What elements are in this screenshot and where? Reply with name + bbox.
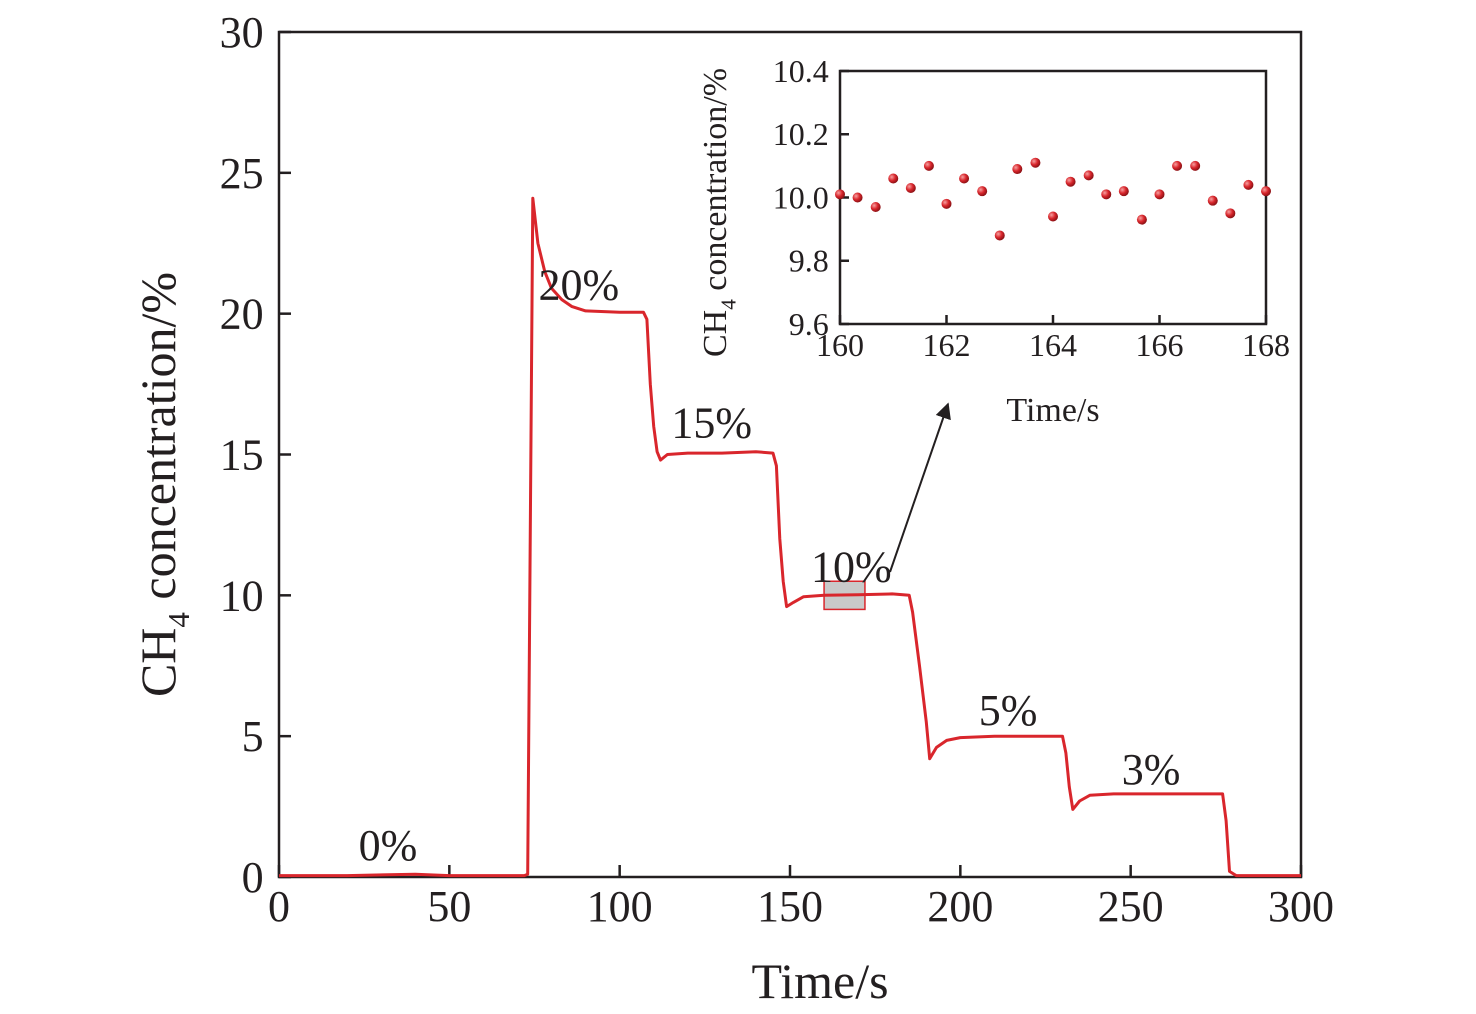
inset-point [1225, 208, 1236, 219]
main-ytick-label: 10 [220, 571, 264, 620]
concentration-label: 10% [811, 542, 892, 591]
inset-point [959, 173, 970, 184]
concentration-label: 0% [359, 821, 418, 870]
inset-ytick-label: 10.2 [773, 116, 829, 152]
inset-point [1083, 170, 1094, 181]
inset-point [994, 230, 1005, 241]
inset-xtick-label: 166 [1136, 327, 1184, 363]
main-series-line [279, 196, 1301, 878]
inset-point [1048, 211, 1058, 222]
inset-ylabel-sub: 4 [717, 299, 741, 310]
inset-point [941, 198, 952, 209]
inset-point [1154, 189, 1165, 200]
main-xtick-label: 150 [757, 882, 823, 931]
inset-point [1190, 160, 1201, 171]
inset-ylabel-rest: concentration/% [697, 68, 734, 299]
inset-point [852, 192, 863, 203]
inset-point [835, 189, 845, 200]
main-ytick-label: 15 [220, 430, 264, 479]
main-xtick-label: 100 [587, 882, 653, 931]
inset-ytick-label: 10.4 [773, 53, 829, 89]
concentration-label: 20% [538, 261, 619, 310]
inset-xlabel: Time/s [1006, 392, 1099, 429]
inset-point [1101, 189, 1112, 200]
main-xlabel: Time/s [751, 953, 888, 1009]
inset-point [1243, 179, 1254, 190]
inset-xtick-label: 160 [816, 327, 864, 363]
inset-point [1030, 157, 1041, 168]
inset-point [1065, 176, 1076, 187]
inset-point [905, 183, 916, 194]
zoom-arrow [889, 402, 951, 573]
main-plot: 0 50 100 150 200 250 300 0 5 10 15 20 25 30 0% 20% 15% 10… [130, 8, 1334, 1009]
inset-xtick-label: 164 [1029, 327, 1077, 363]
concentration-label: 3% [1122, 745, 1181, 794]
main-ytick-label: 0 [242, 853, 264, 902]
main-xtick-label: 300 [1268, 882, 1334, 931]
main-ylabel-rest: concentration/% [130, 272, 186, 612]
inset-xtick-label: 168 [1242, 327, 1290, 363]
inset-point [1172, 160, 1183, 171]
inset-point [888, 173, 899, 184]
main-ytick-label: 5 [242, 712, 264, 761]
inset-point [923, 160, 934, 171]
main-ylabel-main: CH [130, 628, 186, 697]
inset-ylabel-main: CH [697, 310, 734, 357]
main-xtick-label: 200 [927, 882, 993, 931]
inset-ytick-label: 10.0 [773, 179, 829, 215]
main-ylabel-sub: 4 [161, 612, 196, 628]
inset-ytick-label: 9.6 [789, 306, 829, 342]
main-ytick-label: 25 [220, 149, 264, 198]
concentration-label: 15% [671, 399, 752, 448]
inset-plot: 160 162 164 166 168 9.6 9.8 10.0 10.2 10.4 Time/s C… [697, 53, 1290, 429]
inset-xtick-label: 162 [923, 327, 971, 363]
inset-point [870, 201, 881, 212]
main-xtick-label: 50 [427, 882, 471, 931]
main-ytick-label: 30 [220, 8, 264, 57]
inset-point [1136, 214, 1147, 225]
inset-point [1207, 195, 1218, 206]
main-xtick-label: 250 [1098, 882, 1164, 931]
main-ytick-label: 20 [220, 290, 264, 339]
inset-point [1012, 164, 1023, 175]
inset-point [977, 186, 988, 197]
inset-ytick-label: 9.8 [789, 243, 829, 279]
concentration-label: 5% [979, 686, 1038, 735]
inset-ylabel: CH4 concentration/% [697, 68, 741, 357]
main-xtick-label: 0 [268, 882, 290, 931]
main-ylabel: CH4 concentration/% [130, 272, 196, 697]
inset-point [1261, 186, 1271, 197]
inset-background [840, 71, 1266, 324]
inset-point [1118, 186, 1129, 197]
